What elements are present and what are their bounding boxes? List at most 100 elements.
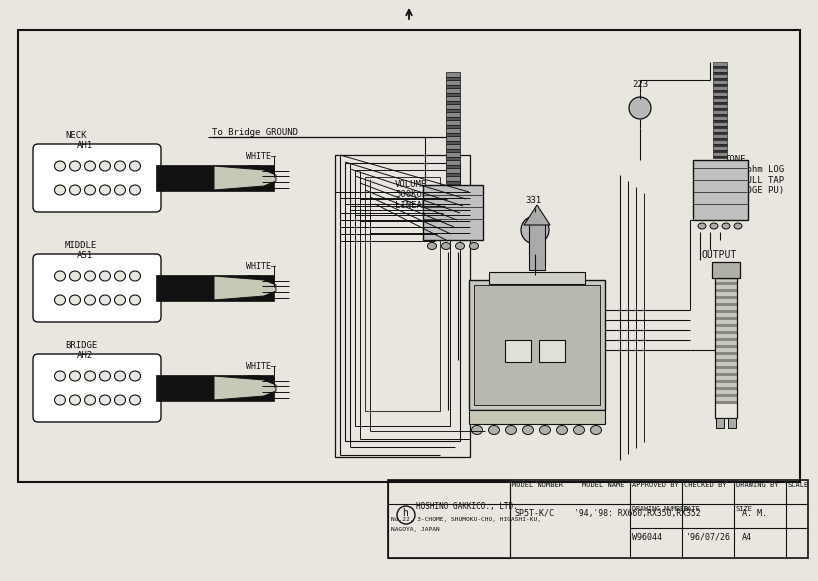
Ellipse shape <box>70 185 80 195</box>
Bar <box>446 149 460 152</box>
Ellipse shape <box>84 271 96 281</box>
Ellipse shape <box>471 425 483 435</box>
Bar <box>715 285 737 289</box>
Text: MIDDLE: MIDDLE <box>65 241 97 250</box>
Bar <box>529 220 545 270</box>
Bar <box>715 324 737 327</box>
Ellipse shape <box>129 185 141 195</box>
Ellipse shape <box>129 161 141 171</box>
Text: No.22, 3-CHOME, SHUMOKU-CHO, HIGASHI-KU,: No.22, 3-CHOME, SHUMOKU-CHO, HIGASHI-KU, <box>391 517 541 522</box>
Ellipse shape <box>129 371 141 381</box>
Bar <box>715 345 737 348</box>
Ellipse shape <box>55 371 65 381</box>
Bar <box>713 108 727 110</box>
Bar <box>715 380 737 383</box>
Ellipse shape <box>70 295 80 305</box>
Bar <box>713 80 727 84</box>
Bar <box>715 341 737 345</box>
Ellipse shape <box>506 425 516 435</box>
Text: 223: 223 <box>632 80 648 89</box>
Bar <box>713 98 727 102</box>
Bar <box>713 132 727 134</box>
Text: '94,'98: RX660,RX350,RX352: '94,'98: RX660,RX350,RX352 <box>574 509 701 518</box>
Text: AH2: AH2 <box>77 351 93 360</box>
Bar <box>156 375 274 401</box>
Text: '96/07/26: '96/07/26 <box>686 533 731 542</box>
Bar <box>345 163 460 441</box>
Text: RED—: RED— <box>246 275 266 284</box>
Bar <box>713 78 727 80</box>
Bar <box>446 96 460 101</box>
Bar <box>713 134 727 138</box>
Bar <box>715 313 737 317</box>
Bar <box>715 338 737 341</box>
Ellipse shape <box>710 223 718 229</box>
Ellipse shape <box>84 161 96 171</box>
Ellipse shape <box>55 395 65 405</box>
Ellipse shape <box>698 223 706 229</box>
Ellipse shape <box>573 425 585 435</box>
Text: WHITE—: WHITE— <box>246 262 276 271</box>
Bar <box>446 133 460 136</box>
Text: RED—: RED— <box>246 165 266 174</box>
Bar <box>715 296 737 299</box>
Text: OUTPUT: OUTPUT <box>702 250 737 260</box>
Bar <box>446 80 460 85</box>
Bar <box>446 141 460 144</box>
Bar <box>713 140 727 144</box>
Text: HOSHINO GAKKICO., LTD.: HOSHINO GAKKICO., LTD. <box>416 502 518 511</box>
Bar <box>446 173 460 176</box>
Bar <box>446 181 460 184</box>
Text: WHITE—: WHITE— <box>246 152 276 161</box>
Ellipse shape <box>456 242 465 249</box>
Bar <box>446 109 460 112</box>
Bar <box>715 387 737 390</box>
Bar <box>713 150 727 152</box>
Bar <box>469 410 605 424</box>
Bar <box>446 117 460 120</box>
Bar <box>715 327 737 331</box>
Ellipse shape <box>521 216 549 244</box>
Ellipse shape <box>100 295 110 305</box>
Bar <box>388 480 510 558</box>
Ellipse shape <box>100 161 110 171</box>
Ellipse shape <box>55 295 65 305</box>
Ellipse shape <box>442 242 451 249</box>
Bar <box>728 418 736 428</box>
Ellipse shape <box>129 395 141 405</box>
Bar <box>446 165 460 168</box>
Bar <box>715 362 737 366</box>
Bar <box>446 176 460 181</box>
Ellipse shape <box>70 161 80 171</box>
Ellipse shape <box>100 395 110 405</box>
Bar <box>713 114 727 116</box>
Bar <box>715 348 737 352</box>
Bar <box>713 62 727 66</box>
Text: DATE: DATE <box>684 506 701 512</box>
Bar <box>713 152 727 156</box>
Bar <box>713 84 727 86</box>
Polygon shape <box>524 205 550 225</box>
Ellipse shape <box>55 271 65 281</box>
Ellipse shape <box>722 223 730 229</box>
Bar <box>715 282 737 285</box>
Bar <box>713 116 727 120</box>
Bar <box>446 128 460 133</box>
Ellipse shape <box>115 371 125 381</box>
FancyBboxPatch shape <box>33 254 161 322</box>
Text: 331: 331 <box>525 196 542 205</box>
Bar <box>715 397 737 401</box>
Ellipse shape <box>129 271 141 281</box>
Bar <box>713 74 727 78</box>
Bar <box>446 88 460 93</box>
Bar <box>156 275 274 301</box>
Bar <box>446 77 460 80</box>
Bar <box>446 144 460 149</box>
Bar <box>715 352 737 355</box>
Text: NAGOYA, JAPAN: NAGOYA, JAPAN <box>391 527 440 532</box>
Bar <box>693 160 748 220</box>
Bar <box>715 278 737 282</box>
Bar <box>715 359 737 362</box>
Bar <box>446 136 460 141</box>
Ellipse shape <box>100 371 110 381</box>
